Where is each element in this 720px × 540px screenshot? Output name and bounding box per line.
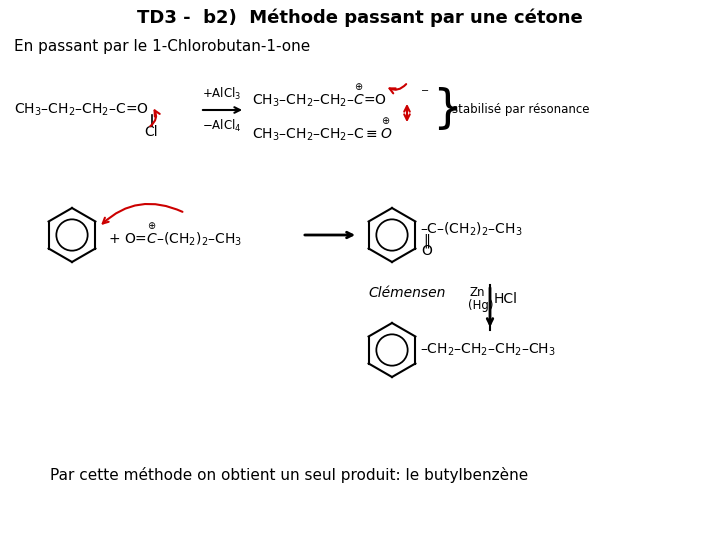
Text: CH$_3$–CH$_2$–CH$_2$–C=O: CH$_3$–CH$_2$–CH$_2$–C=O — [14, 102, 149, 118]
Text: Clémensen: Clémensen — [368, 286, 446, 300]
Text: Cl: Cl — [144, 125, 158, 139]
Text: O: O — [422, 244, 433, 258]
Text: En passant par le 1-Chlorobutan-1-one: En passant par le 1-Chlorobutan-1-one — [14, 38, 310, 53]
Text: stabilisé par résonance: stabilisé par résonance — [452, 104, 590, 117]
Text: $\|$: $\|$ — [423, 232, 431, 250]
Text: Zn: Zn — [470, 287, 485, 300]
Text: CH$_3$–CH$_2$–CH$_2$–$\overset{\oplus}{C}$=O: CH$_3$–CH$_2$–CH$_2$–$\overset{\oplus}{C… — [252, 83, 387, 110]
Text: CH$_3$–CH$_2$–CH$_2$–C$\equiv$$\overset{\oplus}{O}$: CH$_3$–CH$_2$–CH$_2$–C$\equiv$$\overset{… — [252, 117, 392, 144]
Text: –CH$_2$–CH$_2$–CH$_2$–CH$_3$: –CH$_2$–CH$_2$–CH$_2$–CH$_3$ — [420, 342, 556, 358]
Text: +AlCl$_3$: +AlCl$_3$ — [202, 86, 241, 102]
Text: (Hg): (Hg) — [468, 299, 493, 312]
Text: $-$AlCl$_4$: $-$AlCl$_4$ — [202, 118, 241, 134]
Text: TD3 -  b2)  Méthode passant par une cétone: TD3 - b2) Méthode passant par une cétone — [137, 9, 583, 27]
Text: Par cette méthode on obtient un seul produit: le butylbenzène: Par cette méthode on obtient un seul pro… — [50, 467, 528, 483]
Text: $^{-}$: $^{-}$ — [420, 87, 429, 101]
Text: $+$ O=$\overset{\oplus}{C}$–(CH$_2$)$_2$–CH$_3$: $+$ O=$\overset{\oplus}{C}$–(CH$_2$)$_2$… — [108, 221, 242, 248]
Text: –C–(CH$_2$)$_2$–CH$_3$: –C–(CH$_2$)$_2$–CH$_3$ — [420, 220, 523, 238]
Text: }: } — [432, 87, 462, 132]
Text: HCl: HCl — [494, 292, 518, 306]
